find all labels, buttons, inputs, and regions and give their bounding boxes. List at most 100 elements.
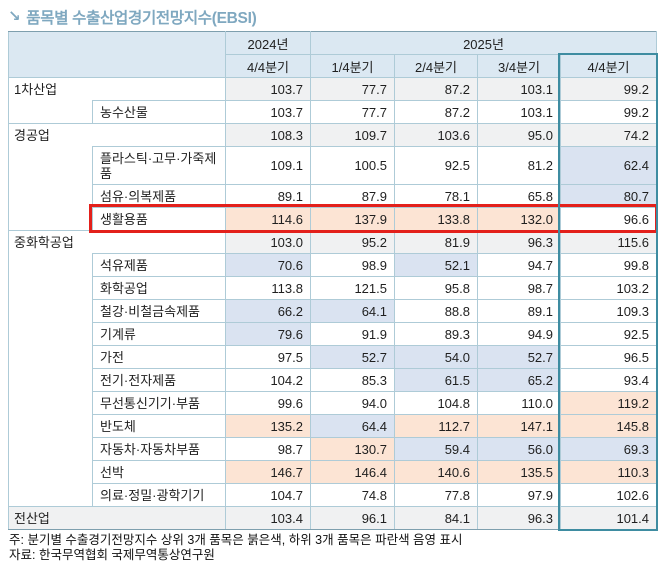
value-cell: 52.7 <box>477 345 561 369</box>
value-cell: 92.5 <box>394 146 478 185</box>
row-label: 중화학공업 <box>8 230 93 507</box>
value-cell: 61.5 <box>394 368 478 392</box>
value-cell: 135.5 <box>477 460 561 484</box>
row-label: 가전 <box>92 345 226 369</box>
row-label: 기계류 <box>92 322 226 346</box>
value-cell: 62.4 <box>559 146 658 185</box>
value-cell: 102.6 <box>559 483 658 507</box>
value-cell: 96.6 <box>559 207 658 231</box>
value-cell: 52.7 <box>310 345 395 369</box>
row-label: 화학공업 <box>92 276 226 300</box>
value-cell: 84.1 <box>394 506 478 530</box>
value-cell: 146.4 <box>310 460 395 484</box>
value-cell: 70.6 <box>225 253 311 277</box>
value-cell: 140.6 <box>394 460 478 484</box>
value-cell: 108.3 <box>225 123 311 147</box>
value-cell: 104.2 <box>225 368 311 392</box>
row-label: 농수산물 <box>92 100 226 124</box>
value-cell: 69.3 <box>559 437 658 461</box>
header-blank-cell <box>8 31 226 78</box>
value-cell: 132.0 <box>477 207 561 231</box>
value-cell: 77.7 <box>310 77 395 101</box>
table-row: 농수산물 103.7 77.7 87.2 103.1 99.2 <box>9 100 658 124</box>
value-cell: 64.1 <box>310 299 395 323</box>
row-label: 생활용품 <box>92 207 226 231</box>
value-cell: 65.2 <box>477 368 561 392</box>
value-cell: 74.2 <box>559 123 658 147</box>
value-cell: 74.8 <box>310 483 395 507</box>
value-cell: 100.5 <box>310 146 395 185</box>
row-label: 플라스틱·고무·가죽제품 <box>92 146 226 185</box>
table-row: 중화학공업 103.0 95.2 81.9 96.3 115.6 <box>8 230 658 507</box>
value-cell: 121.5 <box>310 276 395 300</box>
table-row: 자동차·자동차부품 98.7 130.7 59.4 56.0 69.3 <box>9 437 658 461</box>
ebsi-table: 2024년 2025년 4/4분기 1/4분기 2/4분기 3/4분기 4/4분기 1차… <box>8 31 658 530</box>
column-header-quarter-2: 2/4분기 <box>394 54 478 78</box>
value-cell: 130.7 <box>310 437 395 461</box>
value-cell: 80.7 <box>559 184 658 208</box>
column-header-quarter-0: 4/4분기 <box>225 54 311 78</box>
value-cell: 95.8 <box>394 276 478 300</box>
header-year-2024: 2024년 <box>225 31 311 55</box>
page-title-row: ↘ 품목별 수출산업경기전망지수(EBSI) <box>8 6 257 28</box>
value-cell: 54.0 <box>394 345 478 369</box>
value-cell: 87.9 <box>310 184 395 208</box>
value-cell: 52.1 <box>394 253 478 277</box>
value-cell: 96.1 <box>310 506 395 530</box>
value-cell: 109.1 <box>225 146 311 185</box>
row-label: 경공업 <box>8 123 93 231</box>
table-row: 석유제품 70.6 98.9 52.1 94.7 99.8 <box>9 253 658 277</box>
column-header-quarter-3: 3/4분기 <box>477 54 561 78</box>
row-label: 무선통신기기·부품 <box>92 391 226 415</box>
row-label: 철강·비철금속제품 <box>92 299 226 323</box>
value-cell: 119.2 <box>559 391 658 415</box>
value-cell: 110.0 <box>477 391 561 415</box>
table-header: 2024년 2025년 4/4분기 1/4분기 2/4분기 3/4분기 4/4분기 <box>8 31 658 78</box>
table-row: 섬유·의복제품 89.1 87.9 78.1 65.8 80.7 <box>9 184 658 208</box>
value-cell: 146.7 <box>225 460 311 484</box>
value-cell: 104.8 <box>394 391 478 415</box>
value-cell: 103.4 <box>225 506 311 530</box>
value-cell: 79.6 <box>225 322 311 346</box>
table-row: 1차산업 103.7 77.7 87.2 103.1 99.2 <box>8 77 658 124</box>
value-cell: 103.1 <box>477 77 561 101</box>
value-cell: 89.1 <box>225 184 311 208</box>
table-row: 선박 146.7 146.4 140.6 135.5 110.3 <box>9 460 658 484</box>
row-label: 섬유·의복제품 <box>92 184 226 208</box>
header-year-2025: 2025년 <box>309 31 658 55</box>
notes-block: 주: 분기별 수출경기전망지수 상위 3개 품목은 붉은색, 하위 3개 품목은… <box>9 533 463 563</box>
value-cell: 99.6 <box>225 391 311 415</box>
value-cell: 115.6 <box>559 230 658 254</box>
value-cell: 145.8 <box>559 414 658 438</box>
value-cell: 59.4 <box>394 437 478 461</box>
value-cell: 93.4 <box>559 368 658 392</box>
value-cell: 113.8 <box>225 276 311 300</box>
value-cell: 85.3 <box>310 368 395 392</box>
table-row: 가전 97.5 52.7 54.0 52.7 96.5 <box>9 345 658 369</box>
value-cell: 112.7 <box>394 414 478 438</box>
value-cell: 101.4 <box>559 506 658 530</box>
row-label: 의료·정밀·광학기기 <box>92 483 226 507</box>
table-row: 전산업 103.4 96.1 84.1 96.3 101.4 <box>8 506 658 530</box>
value-cell: 92.5 <box>559 322 658 346</box>
value-cell: 95.0 <box>477 123 561 147</box>
value-cell: 103.7 <box>225 100 311 124</box>
value-cell: 94.7 <box>477 253 561 277</box>
table-row: 무선통신기기·부품 99.6 94.0 104.8 110.0 119.2 <box>9 391 658 415</box>
value-cell: 135.2 <box>225 414 311 438</box>
value-cell: 147.1 <box>477 414 561 438</box>
value-cell: 56.0 <box>477 437 561 461</box>
value-cell: 78.1 <box>394 184 478 208</box>
value-cell: 99.2 <box>559 100 658 124</box>
value-cell: 65.8 <box>477 184 561 208</box>
value-cell: 99.2 <box>559 77 658 101</box>
value-cell: 96.5 <box>559 345 658 369</box>
table-row: 기계류 79.6 91.9 89.3 94.9 92.5 <box>9 322 658 346</box>
table-row: 전기·전자제품 104.2 85.3 61.5 65.2 93.4 <box>9 368 658 392</box>
note-legend: 주: 분기별 수출경기전망지수 상위 3개 품목은 붉은색, 하위 3개 품목은… <box>9 533 463 547</box>
table-row: 반도체 135.2 64.4 112.7 147.1 145.8 <box>9 414 658 438</box>
value-cell: 81.2 <box>477 146 561 185</box>
table-row: 의료·정밀·광학기기 104.7 74.8 77.8 97.9 102.6 <box>9 483 658 507</box>
table-row: 플라스틱·고무·가죽제품 109.1 100.5 92.5 81.2 62.4 <box>9 146 658 185</box>
row-label: 선박 <box>92 460 226 484</box>
